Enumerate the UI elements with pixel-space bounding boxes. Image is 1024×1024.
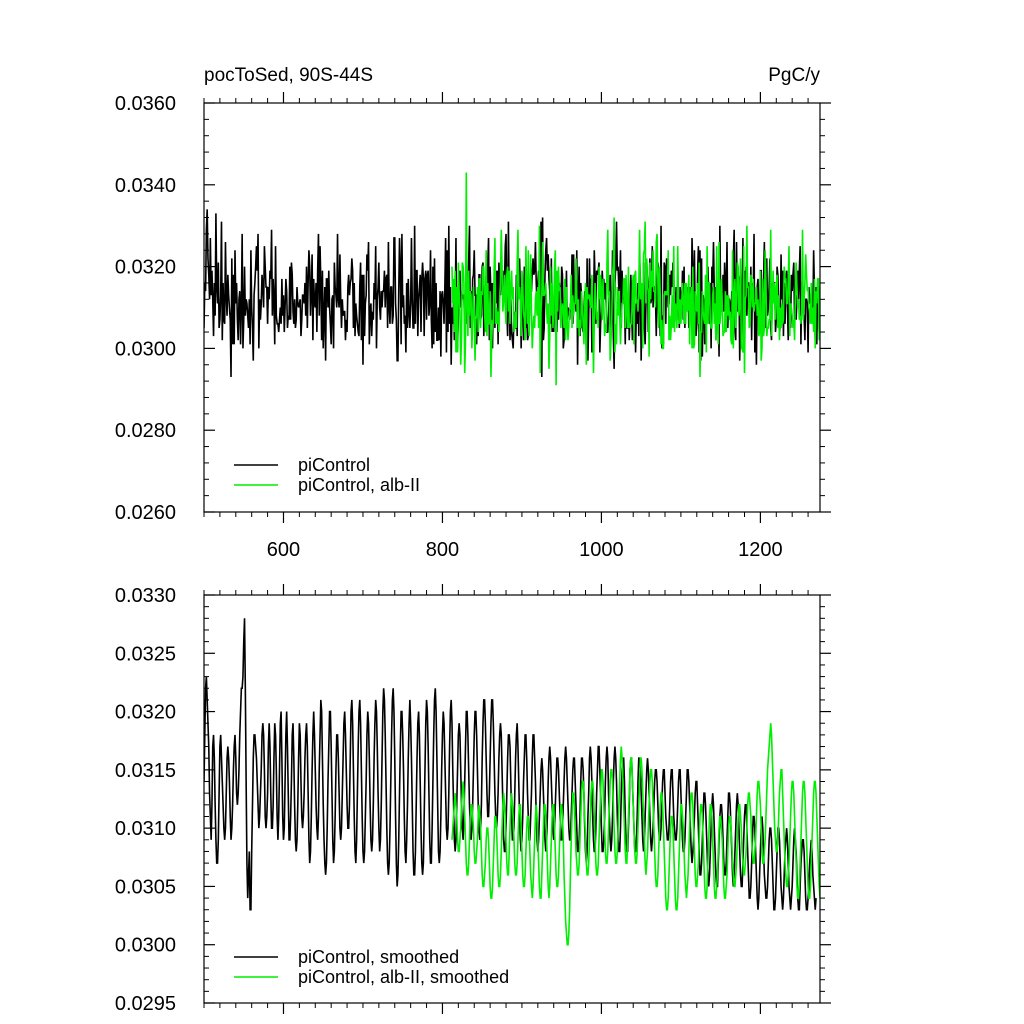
y-tick-label: 0.0320 bbox=[115, 257, 176, 279]
x-tick-label: 1200 bbox=[738, 539, 783, 561]
y-tick-label: 0.0300 bbox=[115, 935, 176, 957]
series-line-1 bbox=[451, 723, 820, 946]
legend-label: piControl, alb-II, smoothed bbox=[298, 967, 509, 987]
y-tick-label: 0.0295 bbox=[115, 993, 176, 1015]
y-tick-label: 0.0305 bbox=[115, 876, 176, 898]
x-tick-label: 1000 bbox=[579, 539, 624, 561]
legend-label: piControl, smoothed bbox=[298, 947, 459, 967]
y-tick-label: 0.0360 bbox=[115, 93, 176, 115]
y-tick-label: 0.0315 bbox=[115, 760, 176, 782]
series-line-1 bbox=[451, 172, 820, 386]
legend-label: piControl, alb-II bbox=[298, 475, 420, 495]
plot-frame bbox=[203, 102, 821, 513]
legend-label: piControl bbox=[298, 455, 370, 475]
x-tick-label: 600 bbox=[267, 539, 300, 561]
chart-units: PgC/y bbox=[768, 65, 820, 86]
y-tick-label: 0.0320 bbox=[115, 702, 176, 724]
y-tick-label: 0.0330 bbox=[115, 585, 176, 607]
x-tick-label: 800 bbox=[426, 539, 459, 561]
y-tick-label: 0.0300 bbox=[115, 338, 176, 360]
plot-frame bbox=[203, 594, 821, 1004]
y-tick-label: 0.0260 bbox=[115, 502, 176, 524]
y-tick-label: 0.0280 bbox=[115, 420, 176, 442]
y-tick-label: 0.0310 bbox=[115, 818, 176, 840]
top-panel: 600 800 1000 1200 0.0260 0.0280 0.0300 0.0320 0.… bbox=[115, 65, 831, 561]
bottom-panel: 0.0295 0.0300 0.0305 0.0310 0.0315 0.0320 0.03… bbox=[115, 584, 831, 1015]
y-tick-label: 0.0325 bbox=[115, 643, 176, 665]
series-line-0 bbox=[204, 618, 817, 911]
y-tick-label: 0.0340 bbox=[115, 175, 176, 197]
chart-title: pocToSed, 90S-44S bbox=[204, 65, 373, 86]
